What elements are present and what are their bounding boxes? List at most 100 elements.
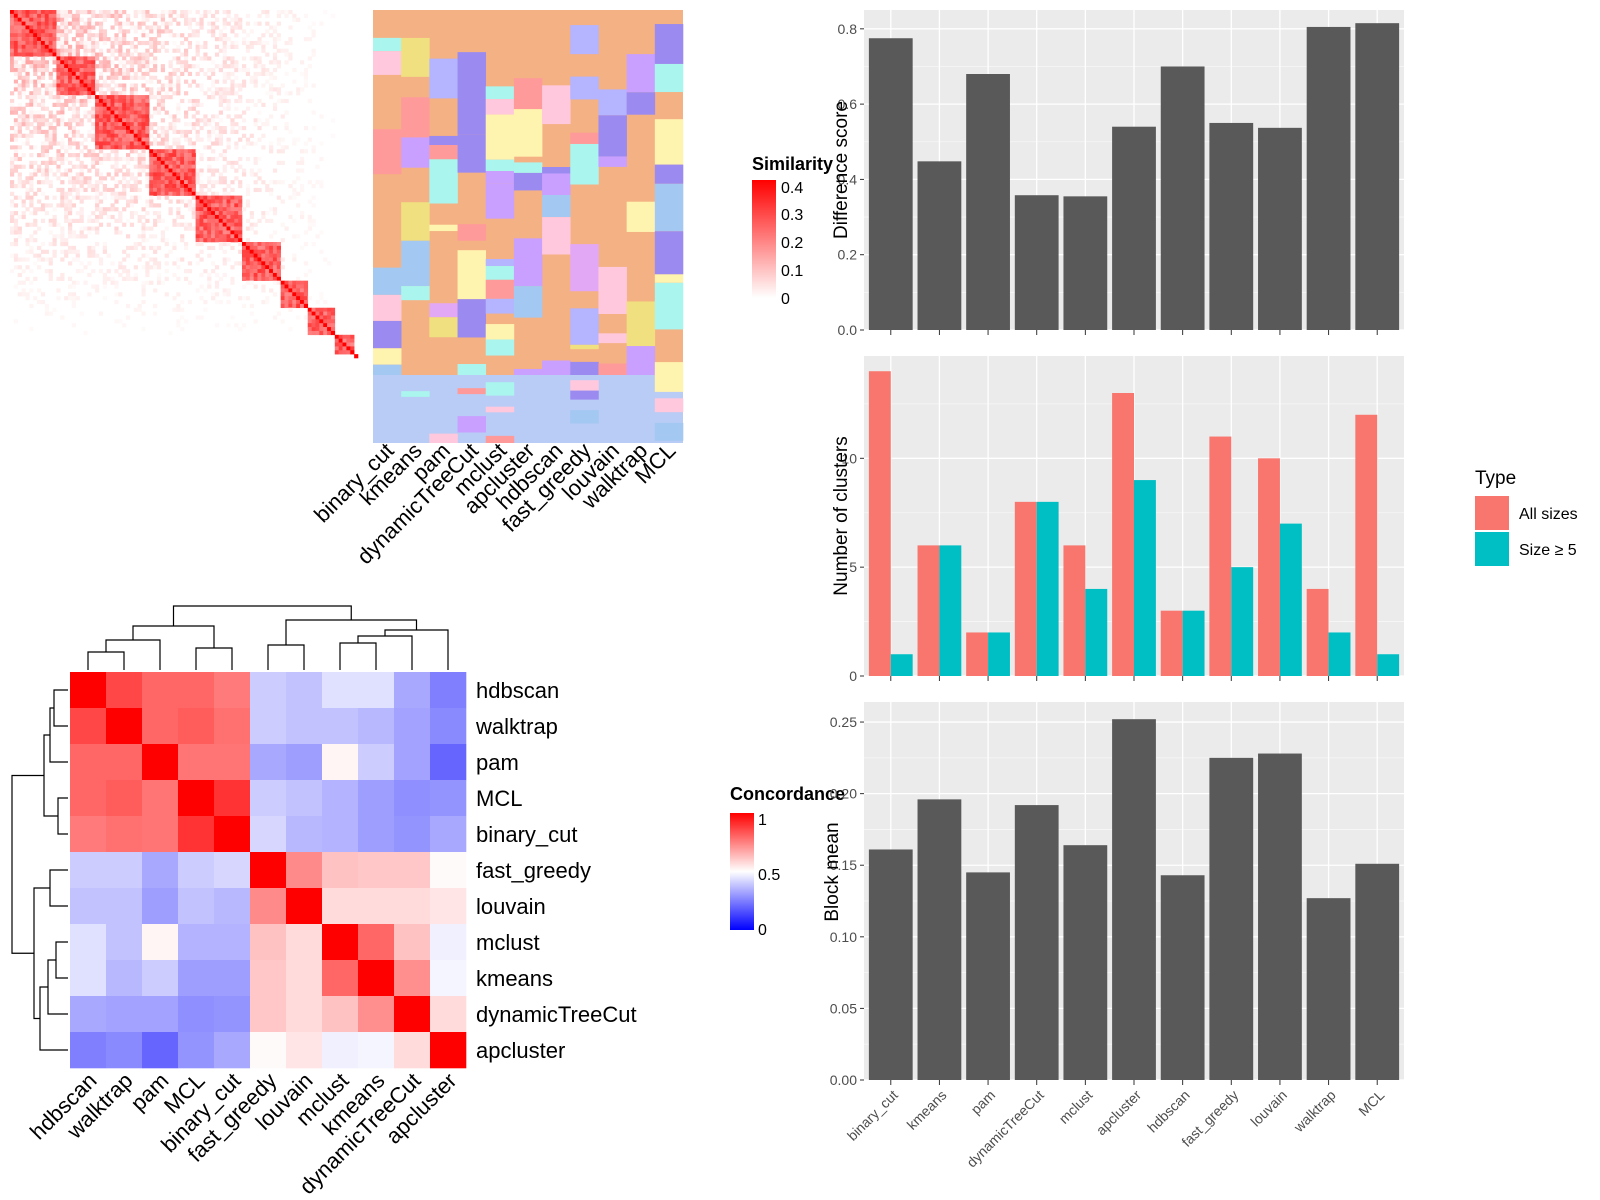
similarity-cell — [141, 13, 146, 19]
similarity-cell — [10, 218, 15, 223]
concordance-cell — [322, 852, 359, 889]
similarity-cell — [91, 33, 96, 38]
similarity-cell — [29, 160, 34, 165]
similarity-cell — [37, 44, 42, 49]
similarity-cell — [56, 52, 61, 57]
similarity-cell — [37, 288, 42, 293]
similarity-cell — [91, 44, 96, 49]
similarity-cell — [68, 168, 73, 173]
similarity-cell — [296, 300, 301, 305]
similarity-cell — [265, 13, 270, 19]
similarity-cell — [68, 207, 73, 212]
assignment-cell — [598, 156, 627, 167]
similarity-cell — [187, 180, 193, 185]
assignment-cell — [513, 286, 543, 318]
similarity-cell — [87, 253, 92, 258]
similarity-cell — [234, 222, 239, 227]
similarity-cell — [68, 226, 73, 231]
similarity-cell — [33, 64, 38, 69]
similarity-cell — [114, 75, 119, 80]
similarity-cell — [48, 145, 53, 150]
similarity-cell — [218, 176, 223, 181]
similarity-cell — [129, 245, 135, 251]
similarity-cell — [87, 214, 92, 220]
similarity-cell — [145, 122, 150, 127]
similarity-cell — [184, 180, 189, 185]
similarity-cell — [37, 118, 42, 123]
similarity-cell — [269, 272, 274, 278]
similarity-cell — [323, 323, 328, 328]
similarity-cell — [29, 249, 34, 254]
similarity-cell — [79, 160, 84, 165]
similarity-cell — [29, 180, 34, 185]
dendrogram-branch — [357, 635, 413, 670]
similarity-cell — [226, 37, 231, 42]
similarity-cell — [168, 122, 173, 127]
similarity-cell — [311, 323, 316, 328]
similarity-cell — [149, 60, 154, 65]
dendrogram-branch — [87, 651, 125, 670]
similarity-cell — [91, 137, 96, 142]
similarity-cell — [180, 176, 185, 181]
similarity-cell — [133, 199, 138, 204]
similarity-cell — [10, 164, 15, 169]
similarity-cell — [280, 145, 285, 150]
similarity-cell — [44, 68, 49, 73]
concordance-column-labels: hdbscanwalktrappamMCLbinary_cutfast_gree… — [25, 1068, 462, 1199]
similarity-cell — [300, 296, 305, 301]
similarity-cell — [176, 83, 181, 88]
similarity-cell — [222, 199, 227, 204]
similarity-cell — [13, 79, 19, 84]
similarity-cell — [48, 10, 53, 15]
similarity-cell — [68, 98, 73, 104]
similarity-cell — [145, 102, 150, 107]
similarity-cell — [222, 75, 227, 80]
similarity-cell — [214, 44, 220, 49]
similarity-cell — [164, 276, 169, 281]
similarity-cell — [203, 10, 208, 15]
similarity-cell — [60, 145, 65, 150]
similarity-cell — [48, 180, 53, 185]
similarity-cell — [21, 52, 26, 57]
similarity-cell — [118, 137, 123, 142]
similarity-cell — [249, 214, 254, 220]
similarity-cell — [52, 242, 57, 247]
similarity-cell — [129, 102, 135, 107]
similarity-cell — [242, 257, 247, 262]
similarity-cell — [44, 160, 49, 165]
similarity-cell — [234, 13, 239, 19]
similarity-cell — [303, 303, 309, 309]
similarity-cell — [211, 126, 216, 131]
similarity-cell — [214, 156, 220, 162]
similarity-cell — [29, 133, 34, 138]
similarity-cell — [71, 137, 77, 142]
similarity-cell — [40, 249, 46, 254]
similarity-cell — [91, 25, 96, 30]
y-tick-label: 0.00 — [830, 1072, 857, 1088]
similarity-cell — [129, 145, 135, 150]
similarity-cell — [52, 25, 57, 30]
similarity-cell — [95, 40, 100, 46]
similarity-cell — [211, 234, 216, 239]
similarity-cell — [126, 315, 131, 320]
similarity-cell — [195, 261, 200, 266]
similarity-cell — [25, 68, 30, 73]
similarity-cell — [122, 33, 127, 38]
similarity-cell — [129, 126, 135, 131]
similarity-cell — [238, 242, 243, 247]
assignment-cell — [654, 434, 684, 441]
similarity-cell — [234, 64, 239, 69]
similarity-cell — [269, 218, 274, 223]
similarity-cell — [242, 276, 247, 281]
similarity-cell — [350, 350, 355, 355]
similarity-cell — [249, 79, 254, 84]
similarity-cell — [323, 330, 328, 336]
similarity-cell — [180, 172, 185, 177]
similarity-cell — [25, 296, 30, 301]
similarity-cell — [245, 156, 251, 162]
similarity-cell — [288, 40, 293, 46]
similarity-cell — [129, 141, 135, 146]
similarity-cell — [133, 133, 138, 138]
similarity-cell — [68, 60, 73, 65]
similarity-cell — [199, 214, 204, 220]
